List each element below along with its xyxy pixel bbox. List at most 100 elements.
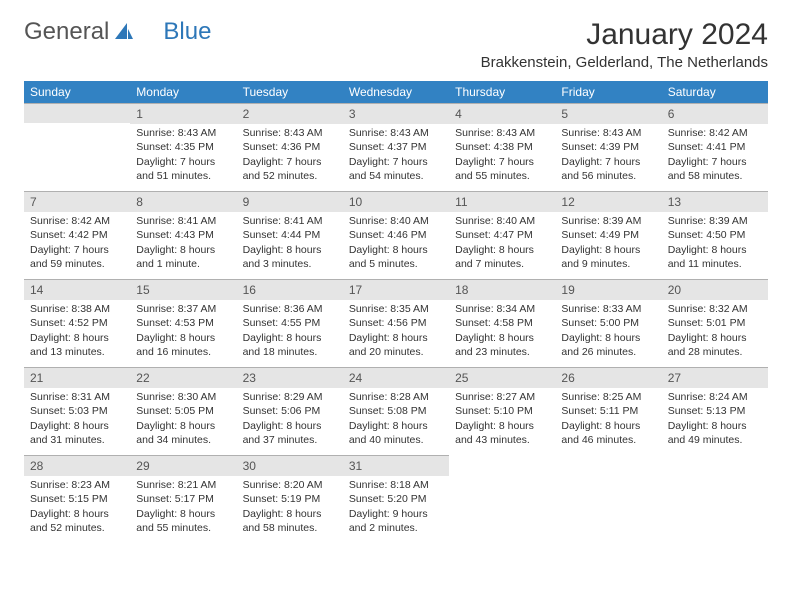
daylight-text-1: Daylight: 8 hours: [30, 507, 124, 521]
day-details: Sunrise: 8:39 AMSunset: 4:49 PMDaylight:…: [555, 212, 661, 275]
sunset-text: Sunset: 4:38 PM: [455, 140, 549, 154]
sunset-text: Sunset: 4:35 PM: [136, 140, 230, 154]
day-details: Sunrise: 8:38 AMSunset: 4:52 PMDaylight:…: [24, 300, 130, 363]
calendar-day-cell: 25Sunrise: 8:27 AMSunset: 5:10 PMDayligh…: [449, 367, 555, 455]
day-details: Sunrise: 8:39 AMSunset: 4:50 PMDaylight:…: [662, 212, 768, 275]
calendar-day-cell: 5Sunrise: 8:43 AMSunset: 4:39 PMDaylight…: [555, 103, 661, 191]
calendar-day-cell: 12Sunrise: 8:39 AMSunset: 4:49 PMDayligh…: [555, 191, 661, 279]
weekday-header-row: SundayMondayTuesdayWednesdayThursdayFrid…: [24, 81, 768, 103]
day-details: Sunrise: 8:37 AMSunset: 4:53 PMDaylight:…: [130, 300, 236, 363]
daylight-text-2: and 18 minutes.: [243, 345, 337, 359]
sunset-text: Sunset: 4:53 PM: [136, 316, 230, 330]
day-number: 7: [24, 191, 130, 212]
calendar-day-cell: 29Sunrise: 8:21 AMSunset: 5:17 PMDayligh…: [130, 455, 236, 543]
sunrise-text: Sunrise: 8:41 AM: [136, 214, 230, 228]
logo-text-general: General: [24, 18, 109, 46]
calendar-day-cell: [555, 455, 661, 543]
day-number: 6: [662, 103, 768, 124]
calendar-day-cell: 11Sunrise: 8:40 AMSunset: 4:47 PMDayligh…: [449, 191, 555, 279]
daylight-text-2: and 58 minutes.: [668, 169, 762, 183]
calendar-day-cell: 17Sunrise: 8:35 AMSunset: 4:56 PMDayligh…: [343, 279, 449, 367]
sunrise-text: Sunrise: 8:39 AM: [561, 214, 655, 228]
sunset-text: Sunset: 5:03 PM: [30, 404, 124, 418]
sunset-text: Sunset: 5:20 PM: [349, 492, 443, 506]
daylight-text-2: and 9 minutes.: [561, 257, 655, 271]
daylight-text-1: Daylight: 8 hours: [668, 331, 762, 345]
day-details: Sunrise: 8:43 AMSunset: 4:38 PMDaylight:…: [449, 124, 555, 187]
daylight-text-2: and 26 minutes.: [561, 345, 655, 359]
day-details: Sunrise: 8:41 AMSunset: 4:44 PMDaylight:…: [237, 212, 343, 275]
calendar-day-cell: 27Sunrise: 8:24 AMSunset: 5:13 PMDayligh…: [662, 367, 768, 455]
sunrise-text: Sunrise: 8:40 AM: [349, 214, 443, 228]
daylight-text-1: Daylight: 8 hours: [136, 419, 230, 433]
calendar-day-cell: 1Sunrise: 8:43 AMSunset: 4:35 PMDaylight…: [130, 103, 236, 191]
sunset-text: Sunset: 4:56 PM: [349, 316, 443, 330]
daylight-text-2: and 52 minutes.: [243, 169, 337, 183]
day-details: Sunrise: 8:43 AMSunset: 4:36 PMDaylight:…: [237, 124, 343, 187]
daylight-text-2: and 46 minutes.: [561, 433, 655, 447]
calendar-day-cell: 4Sunrise: 8:43 AMSunset: 4:38 PMDaylight…: [449, 103, 555, 191]
sunrise-text: Sunrise: 8:34 AM: [455, 302, 549, 316]
daylight-text-1: Daylight: 8 hours: [243, 419, 337, 433]
calendar-week-row: 14Sunrise: 8:38 AMSunset: 4:52 PMDayligh…: [24, 279, 768, 367]
day-number: 16: [237, 279, 343, 300]
sunset-text: Sunset: 5:10 PM: [455, 404, 549, 418]
sunset-text: Sunset: 5:15 PM: [30, 492, 124, 506]
daylight-text-1: Daylight: 7 hours: [136, 155, 230, 169]
sunrise-text: Sunrise: 8:25 AM: [561, 390, 655, 404]
sunset-text: Sunset: 5:11 PM: [561, 404, 655, 418]
calendar-day-cell: 23Sunrise: 8:29 AMSunset: 5:06 PMDayligh…: [237, 367, 343, 455]
daylight-text-1: Daylight: 8 hours: [243, 243, 337, 257]
day-number: 5: [555, 103, 661, 124]
sunrise-text: Sunrise: 8:24 AM: [668, 390, 762, 404]
day-number: 19: [555, 279, 661, 300]
daylight-text-2: and 49 minutes.: [668, 433, 762, 447]
daylight-text-2: and 2 minutes.: [349, 521, 443, 535]
sunset-text: Sunset: 5:05 PM: [136, 404, 230, 418]
sunrise-text: Sunrise: 8:43 AM: [243, 126, 337, 140]
daylight-text-2: and 37 minutes.: [243, 433, 337, 447]
daylight-text-2: and 43 minutes.: [455, 433, 549, 447]
day-details: Sunrise: 8:43 AMSunset: 4:39 PMDaylight:…: [555, 124, 661, 187]
sunset-text: Sunset: 4:55 PM: [243, 316, 337, 330]
daylight-text-1: Daylight: 8 hours: [561, 243, 655, 257]
day-details: Sunrise: 8:36 AMSunset: 4:55 PMDaylight:…: [237, 300, 343, 363]
calendar-day-cell: 13Sunrise: 8:39 AMSunset: 4:50 PMDayligh…: [662, 191, 768, 279]
daylight-text-1: Daylight: 7 hours: [30, 243, 124, 257]
day-number: 15: [130, 279, 236, 300]
sunset-text: Sunset: 4:36 PM: [243, 140, 337, 154]
calendar-day-cell: 28Sunrise: 8:23 AMSunset: 5:15 PMDayligh…: [24, 455, 130, 543]
daylight-text-1: Daylight: 8 hours: [243, 331, 337, 345]
day-number: 9: [237, 191, 343, 212]
sunrise-text: Sunrise: 8:43 AM: [455, 126, 549, 140]
sunrise-text: Sunrise: 8:33 AM: [561, 302, 655, 316]
daylight-text-1: Daylight: 8 hours: [561, 419, 655, 433]
calendar-day-cell: 16Sunrise: 8:36 AMSunset: 4:55 PMDayligh…: [237, 279, 343, 367]
sunrise-text: Sunrise: 8:21 AM: [136, 478, 230, 492]
weekday-header: Saturday: [662, 81, 768, 103]
daylight-text-1: Daylight: 7 hours: [243, 155, 337, 169]
day-details: Sunrise: 8:21 AMSunset: 5:17 PMDaylight:…: [130, 476, 236, 539]
calendar-week-row: 21Sunrise: 8:31 AMSunset: 5:03 PMDayligh…: [24, 367, 768, 455]
calendar-day-cell: [24, 103, 130, 191]
sunset-text: Sunset: 4:49 PM: [561, 228, 655, 242]
day-number: 22: [130, 367, 236, 388]
empty-day-header: [24, 103, 130, 123]
day-number: 4: [449, 103, 555, 124]
sunset-text: Sunset: 4:47 PM: [455, 228, 549, 242]
day-number: 29: [130, 455, 236, 476]
daylight-text-2: and 51 minutes.: [136, 169, 230, 183]
calendar-day-cell: 24Sunrise: 8:28 AMSunset: 5:08 PMDayligh…: [343, 367, 449, 455]
day-details: Sunrise: 8:32 AMSunset: 5:01 PMDaylight:…: [662, 300, 768, 363]
day-number: 31: [343, 455, 449, 476]
weekday-header: Thursday: [449, 81, 555, 103]
page-title: January 2024: [481, 18, 768, 52]
day-details: Sunrise: 8:40 AMSunset: 4:46 PMDaylight:…: [343, 212, 449, 275]
daylight-text-2: and 56 minutes.: [561, 169, 655, 183]
calendar-day-cell: 14Sunrise: 8:38 AMSunset: 4:52 PMDayligh…: [24, 279, 130, 367]
daylight-text-2: and 3 minutes.: [243, 257, 337, 271]
day-number: 18: [449, 279, 555, 300]
day-details: Sunrise: 8:41 AMSunset: 4:43 PMDaylight:…: [130, 212, 236, 275]
day-details: Sunrise: 8:43 AMSunset: 4:35 PMDaylight:…: [130, 124, 236, 187]
daylight-text-2: and 1 minute.: [136, 257, 230, 271]
